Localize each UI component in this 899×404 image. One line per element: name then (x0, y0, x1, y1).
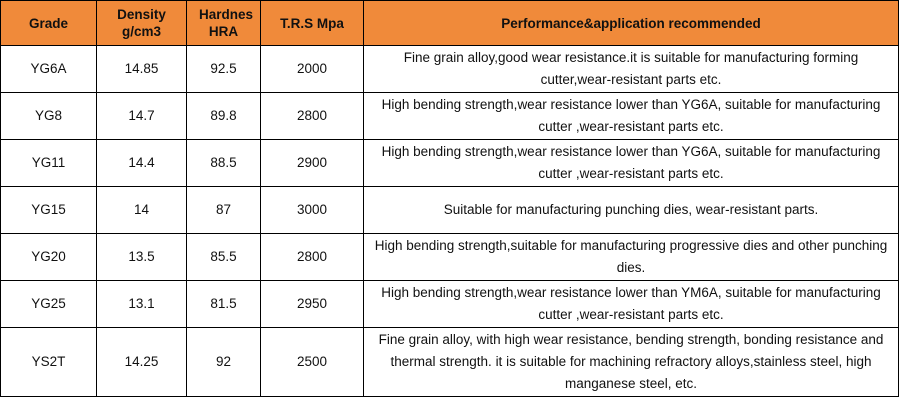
table-row: YG11 14.4 88.5 2900 High bending strengt… (0, 139, 899, 187)
cell-hardness: 92 (186, 327, 261, 397)
cell-performance: High bending strength,suitable for manuf… (363, 233, 899, 281)
cell-grade: YG25 (0, 280, 97, 328)
table-header: Grade Density g/cm3 Hardnes HRA T.R.S Mp… (0, 0, 899, 46)
cell-trs: 2500 (260, 327, 364, 397)
cell-performance: High bending strength,wear resistance lo… (363, 280, 899, 328)
table-body: YG6A 14.85 92.5 2000 Fine grain alloy,go… (0, 45, 899, 397)
cell-performance: Suitable for manufacturing punching dies… (363, 186, 899, 234)
table-row: YS2T 14.25 92 2500 Fine grain alloy, wit… (0, 327, 899, 397)
table-row: YG25 13.1 81.5 2950 High bending strengt… (0, 280, 899, 328)
table-row: YG15 14 87 3000 Suitable for manufacturi… (0, 186, 899, 234)
cell-hardness: 92.5 (186, 45, 261, 93)
cell-trs: 2950 (260, 280, 364, 328)
cell-hardness: 87 (186, 186, 261, 234)
header-grade: Grade (0, 0, 97, 46)
header-trs: T.R.S Mpa (260, 0, 364, 46)
header-row: Grade Density g/cm3 Hardnes HRA T.R.S Mp… (0, 0, 899, 46)
cell-grade: YG6A (0, 45, 97, 93)
cell-density: 14.85 (96, 45, 187, 93)
cell-hardness: 88.5 (186, 139, 261, 187)
cell-hardness: 89.8 (186, 92, 261, 140)
cell-grade: YG8 (0, 92, 97, 140)
cell-grade: YS2T (0, 327, 97, 397)
cell-grade: YG15 (0, 186, 97, 234)
cell-density: 14.25 (96, 327, 187, 397)
cell-grade: YG20 (0, 233, 97, 281)
cell-performance: Fine grain alloy,good wear resistance.it… (363, 45, 899, 93)
header-density: Density g/cm3 (96, 0, 187, 46)
header-hardness: Hardnes HRA (186, 0, 261, 46)
cell-trs: 2800 (260, 92, 364, 140)
header-performance: Performance&application recommended (363, 0, 899, 46)
cell-grade: YG11 (0, 139, 97, 187)
cell-trs: 2000 (260, 45, 364, 93)
cell-performance: High bending strength,wear resistance lo… (363, 139, 899, 187)
table-row: YG20 13.5 85.5 2800 High bending strengt… (0, 233, 899, 281)
cell-trs: 2800 (260, 233, 364, 281)
cell-hardness: 81.5 (186, 280, 261, 328)
cell-performance: High bending strength,wear resistance lo… (363, 92, 899, 140)
cell-density: 14 (96, 186, 187, 234)
cell-performance: Fine grain alloy, with high wear resista… (363, 327, 899, 397)
cell-hardness: 85.5 (186, 233, 261, 281)
cell-density: 14.4 (96, 139, 187, 187)
cell-density: 14.7 (96, 92, 187, 140)
table-row: YG6A 14.85 92.5 2000 Fine grain alloy,go… (0, 45, 899, 93)
cell-density: 13.5 (96, 233, 187, 281)
cell-trs: 3000 (260, 186, 364, 234)
cell-density: 13.1 (96, 280, 187, 328)
cell-trs: 2900 (260, 139, 364, 187)
table-row: YG8 14.7 89.8 2800 High bending strength… (0, 92, 899, 140)
